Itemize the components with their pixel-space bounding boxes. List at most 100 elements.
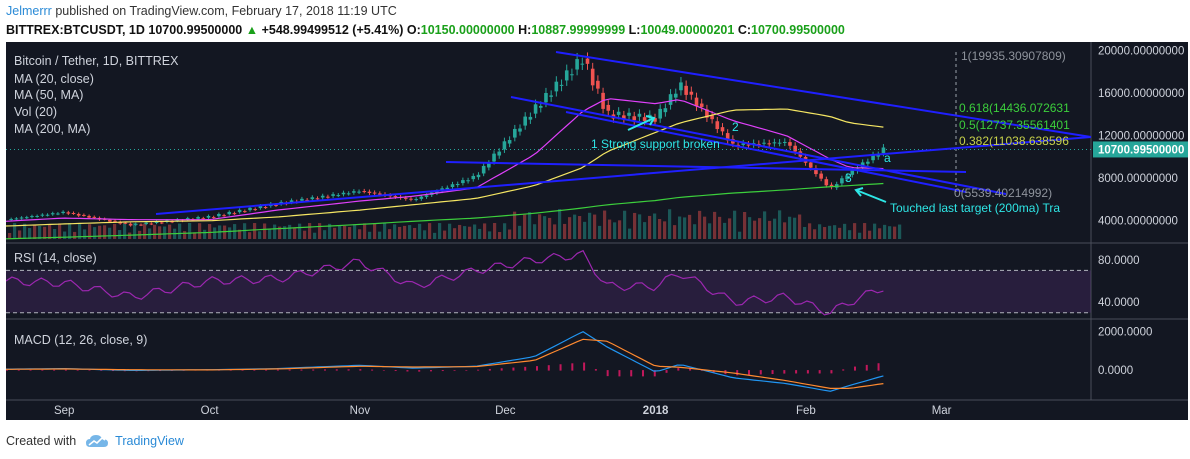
- trend-line: [445, 161, 967, 173]
- volume-bar: [898, 224, 902, 239]
- macd-hist-bar: [441, 370, 444, 372]
- volume-bar: [773, 218, 777, 239]
- fib-1-label: 1(19935.30907809): [961, 49, 1066, 63]
- candle-body: [66, 212, 71, 214]
- volume-bar: [728, 218, 732, 239]
- macd-hist-bar: [583, 362, 586, 371]
- volume-bar: [833, 225, 837, 239]
- author-link[interactable]: Jelmerrr: [6, 4, 52, 18]
- candle-body: [305, 199, 309, 201]
- candle-body: [481, 165, 486, 174]
- volume-bar: [523, 214, 527, 239]
- candle-body: [211, 217, 216, 219]
- volume-bar: [603, 210, 607, 239]
- volume-bar: [78, 223, 82, 239]
- candle-body: [840, 178, 844, 184]
- candle-body: [310, 197, 315, 200]
- volume-bar: [463, 226, 467, 239]
- candle-body: [819, 173, 823, 179]
- volume-bar: [693, 224, 697, 239]
- price-change: +548.99499512 (+5.41%): [261, 23, 404, 37]
- footer: Created with TradingView: [6, 434, 184, 448]
- volume-bar: [388, 229, 392, 239]
- candle-body: [497, 151, 502, 156]
- volume-bar: [868, 230, 872, 239]
- volume-bar: [488, 231, 492, 239]
- fib-0-label: 0(5539.40214992): [954, 186, 1052, 200]
- volume-bar: [578, 216, 582, 239]
- candle-body: [757, 143, 761, 145]
- candle-body: [45, 214, 50, 216]
- candle-body: [455, 184, 460, 186]
- volume-bar: [803, 226, 807, 239]
- candle-body: [206, 215, 211, 218]
- volume-bar: [753, 220, 757, 239]
- candle-body: [185, 218, 190, 220]
- volume-bar: [308, 223, 312, 239]
- candle-body: [154, 221, 159, 223]
- macd-hist-bar: [677, 368, 680, 371]
- publish-line: Jelmerrr published on TradingView.com, F…: [6, 4, 397, 18]
- ma20-line: [6, 98, 884, 222]
- macd-hist-bar: [630, 370, 633, 377]
- chart-svg[interactable]: 1(19935.30907809) 0.618(14436.072631 0.5(1…: [6, 42, 1188, 420]
- volume-bar: [613, 222, 617, 239]
- close-value: 10700.99500000: [751, 23, 845, 37]
- legend-macd: MACD (12, 26, close, 9): [14, 333, 148, 347]
- volume-bar: [493, 223, 497, 239]
- candle-body: [492, 153, 496, 162]
- volume-bar: [208, 224, 212, 239]
- fib-382-label: 0.382(11038.638596: [959, 134, 1069, 148]
- volume-bar: [543, 216, 547, 239]
- open-label: O:: [406, 23, 421, 37]
- candle-body: [409, 198, 413, 200]
- volume-bar: [793, 217, 797, 239]
- candle-body: [782, 141, 787, 143]
- price-tag-label: 10700.99500000: [1098, 144, 1184, 156]
- ma200-line: [6, 182, 884, 240]
- candle-body: [476, 174, 481, 178]
- volume-bar: [433, 232, 437, 239]
- macd-hist-bar: [830, 370, 833, 374]
- candle-body: [232, 213, 237, 215]
- volume-bar: [93, 227, 97, 239]
- volume-bar: [33, 225, 37, 239]
- volume-bar: [288, 224, 292, 239]
- time-tick-label: Sep: [54, 405, 74, 417]
- candle-body: [320, 195, 325, 198]
- candle-body: [159, 222, 164, 224]
- volume-bar: [713, 211, 717, 239]
- macd-hist-bar: [571, 363, 574, 371]
- candle-body: [725, 133, 730, 141]
- volume-bar: [403, 225, 407, 239]
- volume-bar: [668, 209, 672, 239]
- candle-body: [471, 175, 476, 180]
- candle-body: [533, 104, 538, 114]
- chart-area[interactable]: 1(19935.30907809) 0.618(14436.072631 0.5(1…: [6, 42, 1188, 420]
- candle-body: [642, 117, 647, 121]
- time-tick-label: Feb: [796, 405, 816, 417]
- volume-bar: [828, 225, 832, 239]
- macd-hist-bar: [17, 369, 20, 371]
- volume-bar: [398, 226, 402, 239]
- candle-body: [658, 108, 662, 119]
- volume-bar: [893, 226, 897, 239]
- high-value: 10887.99999999: [531, 23, 626, 37]
- candle-body: [19, 217, 24, 219]
- volume-bar: [83, 229, 87, 239]
- volume-bar: [123, 223, 127, 239]
- candle-body: [741, 143, 746, 145]
- tradingview-link[interactable]: TradingView: [115, 434, 184, 448]
- macd-hist-bar: [241, 369, 244, 371]
- candle-body: [372, 192, 377, 194]
- candle-body: [435, 191, 439, 193]
- volume-bar: [423, 230, 427, 239]
- rsi-tick-label: 80.0000: [1098, 255, 1140, 267]
- tradingview-logo-icon: [85, 435, 108, 447]
- time-tick-label: Mar: [932, 405, 952, 417]
- volume-bar: [418, 223, 422, 239]
- volume-bar: [778, 210, 782, 239]
- volume-bar: [518, 225, 522, 239]
- macd-hist-bar: [689, 368, 692, 371]
- volume-bar: [313, 232, 317, 239]
